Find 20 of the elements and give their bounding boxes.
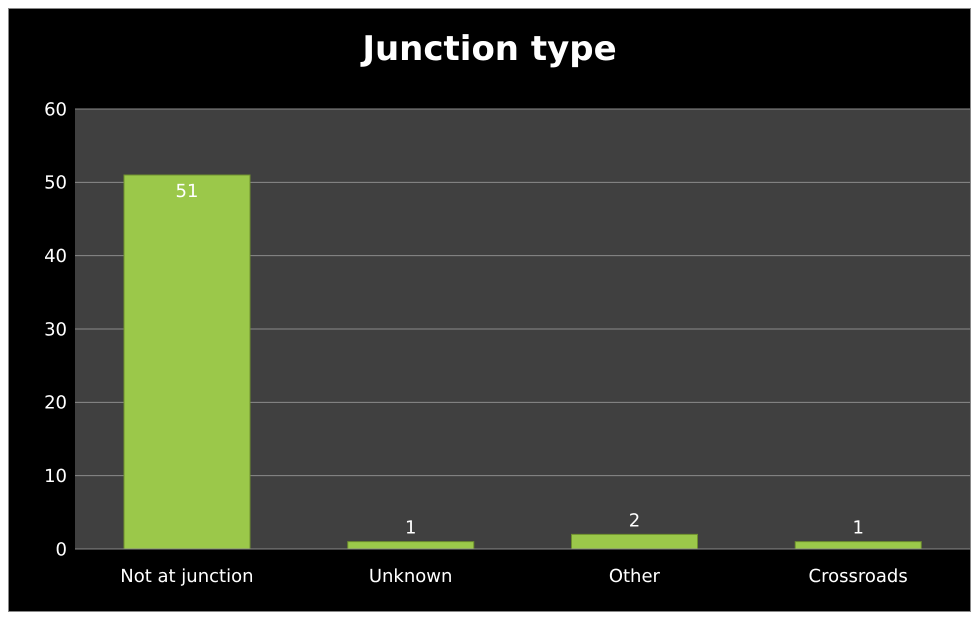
data-label: 1 [405, 518, 416, 539]
bar [571, 534, 698, 549]
data-label: 1 [852, 518, 864, 539]
y-tick-label: 0 [56, 539, 67, 560]
data-label: 2 [628, 510, 640, 532]
bar [347, 541, 474, 549]
bar [124, 174, 250, 549]
y-tick-label: 50 [44, 172, 67, 194]
x-tick-label: Not at junction [120, 566, 254, 587]
x-tick-label: Unknown [368, 566, 452, 587]
y-tick-label: 20 [44, 392, 67, 414]
y-tick-label: 60 [44, 99, 67, 120]
data-label: 51 [176, 181, 198, 202]
y-tick-label: 10 [44, 466, 67, 488]
x-tick-label: Other [608, 566, 661, 587]
y-tick-label: 30 [44, 319, 67, 340]
y-tick-label: 40 [44, 246, 67, 268]
bar [794, 541, 922, 549]
chart-title: Junction type [360, 28, 618, 71]
x-tick-label: Crossroads [808, 566, 908, 587]
